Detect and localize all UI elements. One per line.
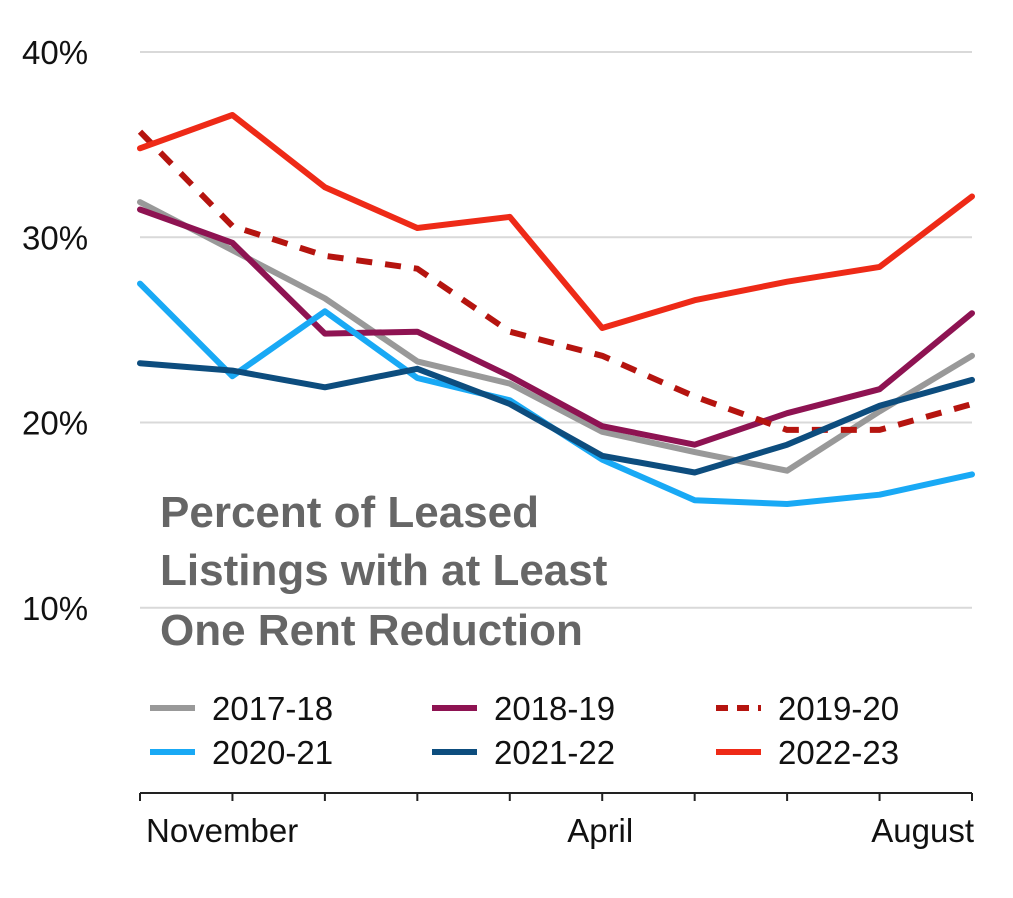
y-tick-label: 10% (22, 590, 88, 627)
x-tick-label: August (871, 812, 974, 849)
title-line-2: Listings with at Least (160, 546, 608, 595)
series-line-2022-23 (137, 112, 975, 331)
title-line-1: Percent of Leased (160, 488, 539, 537)
legend-label: 2017-18 (212, 690, 333, 727)
legend-label: 2022-23 (778, 734, 899, 771)
chart-title: Percent of Leased Listings with at Least… (160, 488, 608, 655)
series-line-2021-22 (137, 360, 975, 476)
x-axis: November April August (139, 792, 974, 849)
series-line-2019-20 (137, 129, 973, 433)
y-tick-label: 40% (22, 34, 88, 71)
series-lines (137, 112, 975, 507)
legend-label: 2021-22 (494, 734, 615, 771)
x-tick-label: April (567, 812, 633, 849)
y-tick-label: 30% (22, 219, 88, 256)
series-line-2020-21 (137, 280, 975, 507)
series-line-2018-19 (137, 206, 975, 448)
legend-label: 2018-19 (494, 690, 615, 727)
legend-label: 2019-20 (778, 690, 899, 727)
legend-label: 2020-21 (212, 734, 333, 771)
x-tick-label: November (146, 812, 298, 849)
y-tick-label: 20% (22, 405, 88, 442)
title-line-3: One Rent Reduction (160, 606, 583, 655)
y-axis-ticks: 10% 20% 30% 40% (22, 34, 88, 627)
legend: 2017-18 2018-19 2019-20 2020-21 2021-22 2022-… (150, 690, 899, 771)
series-line-2017-18 (137, 199, 975, 474)
